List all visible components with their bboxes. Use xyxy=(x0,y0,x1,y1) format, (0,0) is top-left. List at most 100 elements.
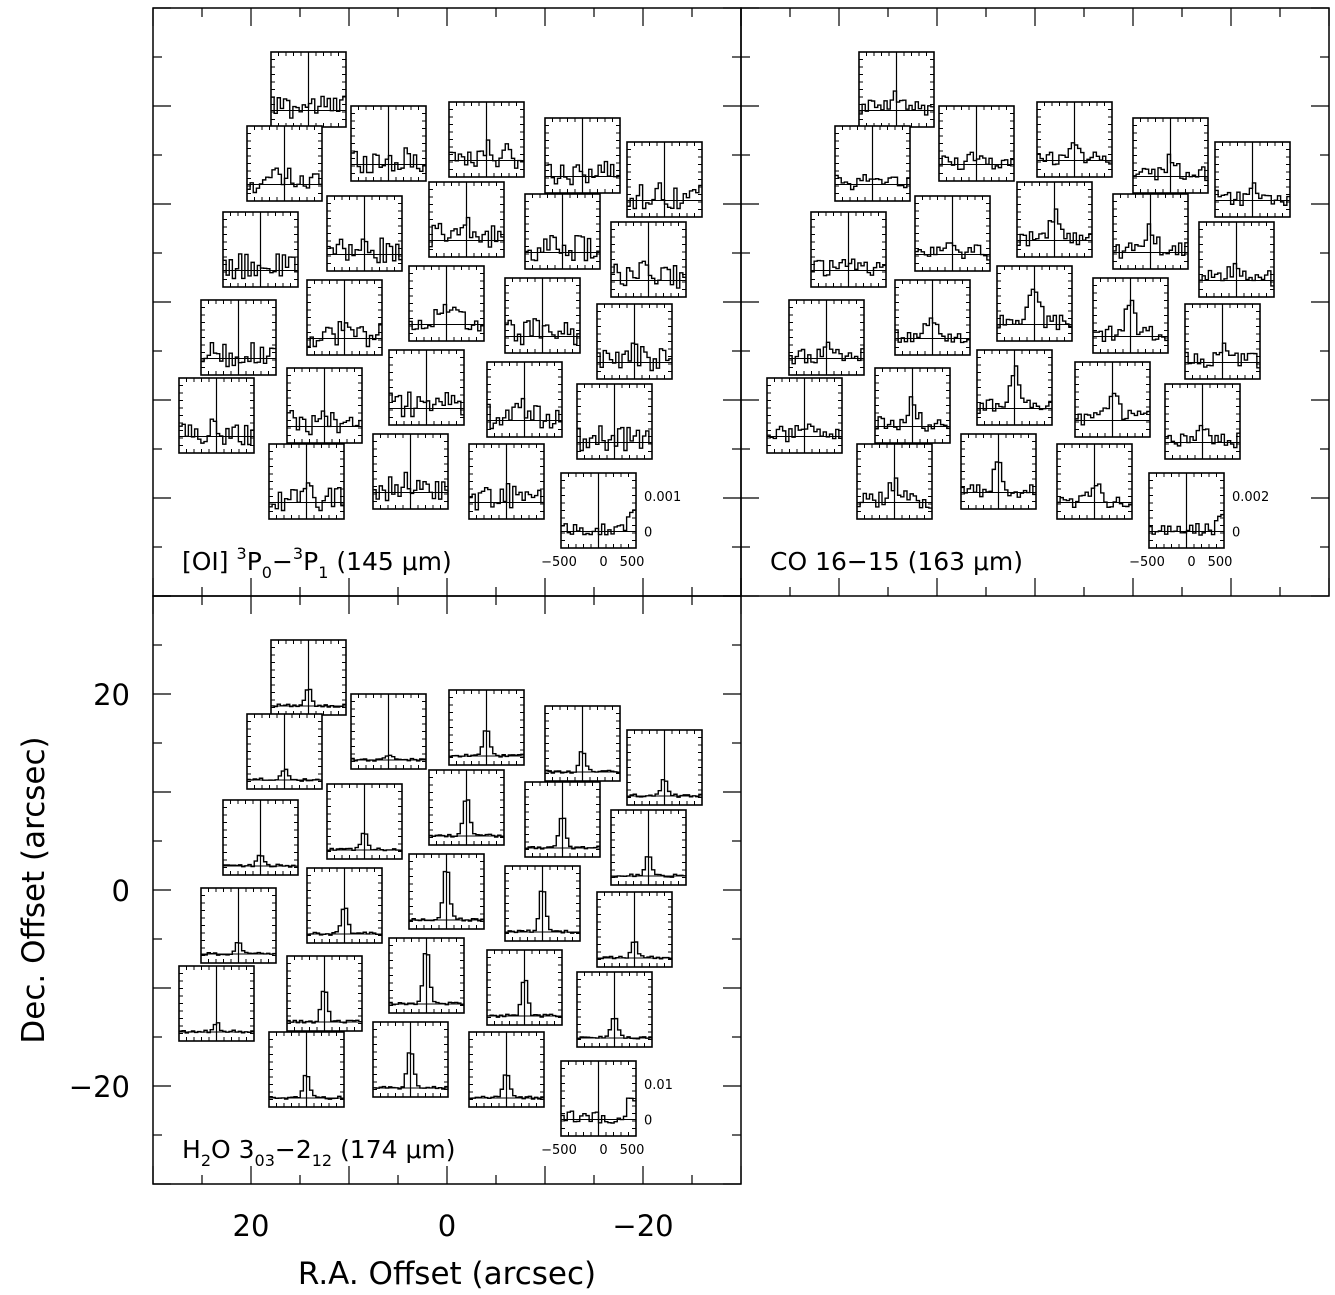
spaxel-spectrum xyxy=(626,729,703,806)
spaxel-spectrum xyxy=(388,349,465,426)
spaxel-spectrum xyxy=(1092,277,1169,354)
spaxel-spectrum xyxy=(178,965,255,1042)
spaxel-spectrum xyxy=(388,937,465,1014)
spaxel-spectrum xyxy=(504,277,581,354)
spaxel-spectrum xyxy=(468,443,545,520)
spectrum-line xyxy=(201,341,276,368)
spectrum-line xyxy=(351,147,426,174)
spaxel-spectrum xyxy=(576,971,653,1048)
x-tick-labels: 20 0 −20 xyxy=(233,1209,674,1243)
panel-co-163: 0.002 0 −500 0 500 CO 16−15 (163 μm) xyxy=(740,7,1330,597)
spaxel-spectrum xyxy=(1214,141,1291,218)
spectrum-line xyxy=(789,341,864,365)
spectrum-line xyxy=(561,509,636,536)
spaxel-spectrum xyxy=(268,1031,345,1108)
spaxel-spectrum xyxy=(428,769,505,846)
spaxel-spectrum xyxy=(222,211,299,288)
x-tick-label: 20 xyxy=(233,1209,270,1243)
spaxel-spectrum xyxy=(1036,101,1113,178)
spectrum-line xyxy=(179,1022,254,1034)
spectrum-line xyxy=(811,258,886,277)
spaxel-spectrum xyxy=(976,349,1053,426)
spaxel-spectrum xyxy=(914,195,991,272)
spaxel-spectrum xyxy=(326,783,403,860)
spectrum-line xyxy=(307,321,382,348)
spaxel-spectrum xyxy=(448,689,525,766)
spaxel-spectrum xyxy=(306,279,383,356)
spaxel-spectrum xyxy=(350,693,427,770)
spectrum-line xyxy=(1133,153,1208,182)
spectrum-line xyxy=(611,856,686,878)
spaxel-spectrum xyxy=(596,303,673,380)
spectrum-line xyxy=(767,423,842,443)
velocity-tick-label: −500 xyxy=(1129,555,1165,570)
spectrum-line xyxy=(857,477,932,509)
spaxel-spectrum xyxy=(200,887,277,964)
spectrum-line xyxy=(597,941,672,960)
spaxel-spectrum xyxy=(834,125,911,202)
scale-reference-spectrum: 0.002 0 −500 0 500 xyxy=(1129,472,1269,570)
spaxel-spectrum xyxy=(810,211,887,288)
velocity-tick-label: 500 xyxy=(1208,555,1233,570)
spectrum-line xyxy=(429,216,504,248)
spaxel-spectrum xyxy=(1164,383,1241,460)
spaxel-spectrum xyxy=(524,193,601,270)
spectrum-line xyxy=(545,160,620,186)
spaxel-spectrum xyxy=(268,443,345,520)
line-label-co: CO 16−15 (163 μm) xyxy=(770,547,1023,576)
spectrum-line xyxy=(977,365,1052,415)
spectrum-line xyxy=(1165,424,1240,449)
spectrum-line xyxy=(1185,342,1260,369)
spectrum-line xyxy=(389,953,464,1006)
spectrum-line xyxy=(525,234,600,262)
spaxel-spectrum xyxy=(448,101,525,178)
spaxel-spectrum xyxy=(626,141,703,218)
spaxel-spectrum xyxy=(996,265,1073,342)
spaxel-spectrum xyxy=(524,781,601,858)
spaxel-spectrum xyxy=(1184,303,1261,380)
spectrum-line xyxy=(915,242,990,261)
spectrum-line xyxy=(895,317,970,344)
spaxel-spectrum xyxy=(428,181,505,258)
zero-label: 0 xyxy=(644,1114,652,1129)
spaxel-spectrum xyxy=(350,105,427,182)
velocity-tick-label: −500 xyxy=(541,1143,577,1158)
spaxel-spectrum xyxy=(372,433,449,510)
spaxel-spectrum xyxy=(576,383,653,460)
velocity-tick-label: 0 xyxy=(599,1143,607,1158)
spectrum-line xyxy=(577,1017,652,1040)
spaxel-spectrum xyxy=(1132,117,1209,194)
y-axis-label: Dec. Offset (arcsec) xyxy=(16,736,52,1043)
x-axis-label: R.A. Offset (arcsec) xyxy=(298,1256,596,1292)
velocity-tick-label: 500 xyxy=(620,555,645,570)
spaxel-spectrum xyxy=(1112,193,1189,270)
spectrum-line xyxy=(373,1052,448,1090)
spaxel-spectrum xyxy=(286,367,363,444)
spaxel-spectrum xyxy=(286,955,363,1032)
spaxel-spectrum xyxy=(306,867,383,944)
scale-reference-spectrum: 0.001 0 −500 0 500 xyxy=(541,472,681,570)
spectrum-line xyxy=(1113,223,1188,259)
spectrum-line xyxy=(247,167,322,194)
spectrum-line xyxy=(327,237,402,264)
spectrum-line xyxy=(287,409,362,436)
spaxel-spectrum xyxy=(486,949,563,1026)
spaxel-spectrum xyxy=(504,865,581,942)
spaxel-spectrum xyxy=(270,639,347,716)
spectrum-line xyxy=(223,854,298,868)
spectrum-line xyxy=(961,461,1036,498)
spectrum-line xyxy=(271,688,346,708)
spaxel-spectrum xyxy=(1016,181,1093,258)
velocity-tick-label: 500 xyxy=(620,1143,645,1158)
spectrum-line xyxy=(373,471,448,502)
spaxel-spectrum xyxy=(1056,443,1133,520)
flux-scale-label: 0.01 xyxy=(644,1078,673,1093)
spaxel-spectrum xyxy=(178,377,255,454)
spaxel-spectrum xyxy=(858,51,935,128)
spectrum-line xyxy=(247,768,322,782)
spaxel-spectrum xyxy=(468,1031,545,1108)
spectrum-line xyxy=(1199,262,1274,287)
spaxel-spectrum xyxy=(596,891,673,968)
spectrum-line xyxy=(223,253,298,280)
spaxel-spectrum xyxy=(486,361,563,438)
